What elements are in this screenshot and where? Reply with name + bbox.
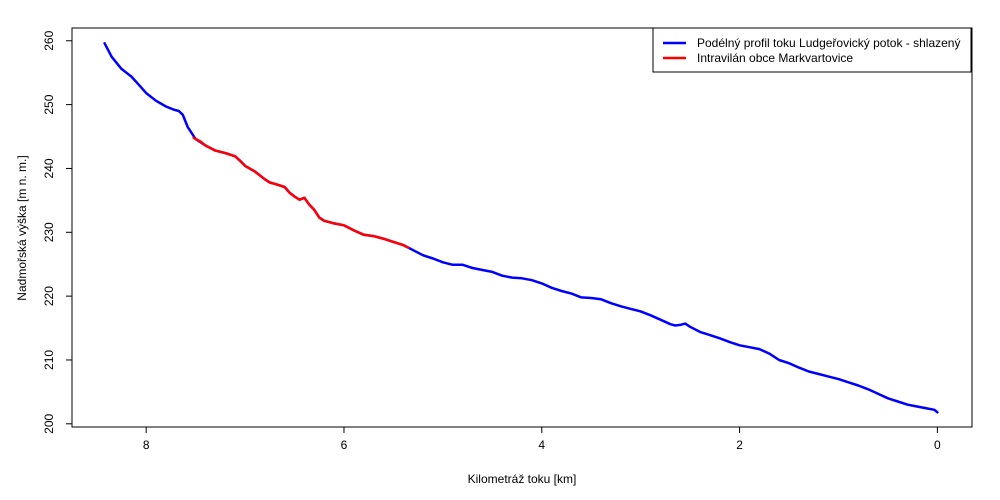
x-axis: 8 6 4 2 0 bbox=[143, 427, 941, 452]
y-tick-label: 220 bbox=[42, 286, 56, 306]
y-tick-label: 260 bbox=[42, 30, 56, 50]
x-tick-label: 4 bbox=[538, 438, 545, 452]
y-tick-label: 240 bbox=[42, 158, 56, 178]
y-tick-label: 250 bbox=[42, 94, 56, 114]
x-tick-label: 2 bbox=[736, 438, 743, 452]
y-tick-label: 210 bbox=[42, 350, 56, 370]
y-axis-label: Nadmořská výška [m n. m.] bbox=[15, 155, 29, 300]
y-tick-label: 200 bbox=[42, 413, 56, 433]
series-line-1 bbox=[192, 136, 410, 249]
x-tick-label: 0 bbox=[934, 438, 941, 452]
x-tick-label: 8 bbox=[143, 438, 150, 452]
y-tick-label: 230 bbox=[42, 222, 56, 242]
legend-box bbox=[652, 27, 972, 73]
legend: Podélný profil toku Ludgeřovický potok -… bbox=[652, 27, 972, 73]
y-axis: 200 210 220 230 240 250 260 bbox=[42, 30, 72, 434]
legend-label-profile: Podélný profil toku Ludgeřovický potok -… bbox=[697, 36, 960, 50]
plot-frame bbox=[71, 27, 973, 428]
x-tick-label: 6 bbox=[341, 438, 348, 452]
legend-label-intravilan: Intravilán obce Markvartovice bbox=[697, 51, 853, 65]
x-axis-label: Kilometráž toku [km] bbox=[468, 472, 577, 486]
plot-lines bbox=[103, 42, 939, 414]
